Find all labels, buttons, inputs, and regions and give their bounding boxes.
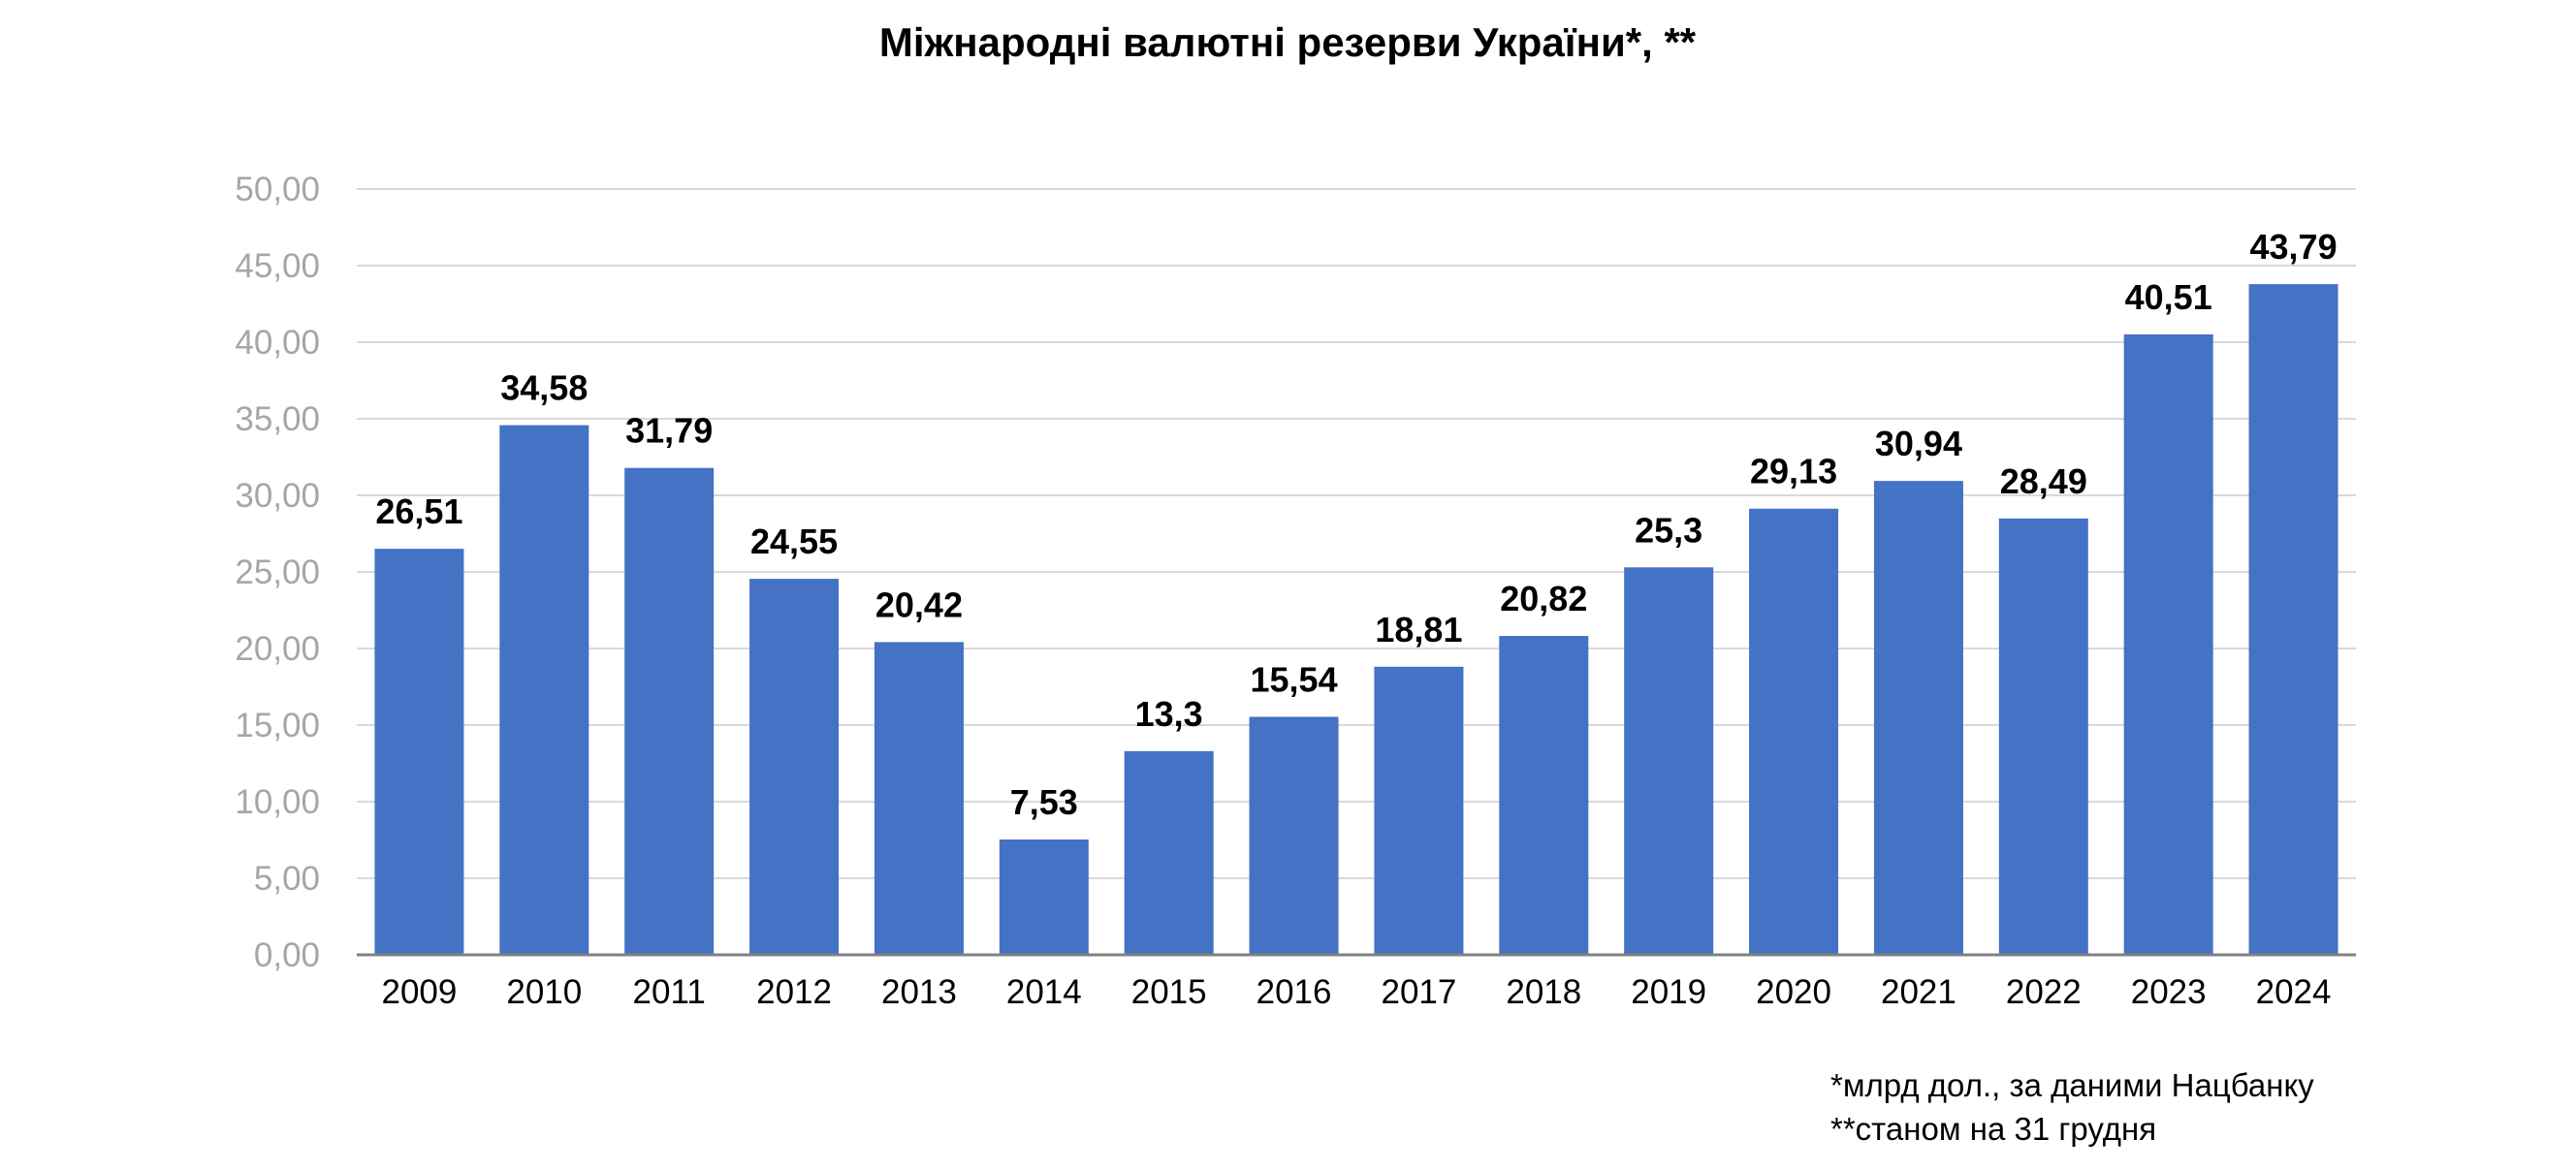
x-tick-label: 2012 — [756, 973, 832, 1011]
data-label-2017: 18,81 — [1375, 610, 1462, 649]
bar-2016 — [1249, 716, 1339, 955]
data-label-2013: 20,42 — [875, 585, 963, 624]
y-tick-label: 0,00 — [254, 936, 320, 974]
y-tick-label: 35,00 — [235, 400, 320, 438]
bar-2023 — [2123, 333, 2213, 955]
y-tick-label: 40,00 — [235, 324, 320, 362]
x-tick-label: 2023 — [2131, 973, 2207, 1011]
bar-2015 — [1124, 750, 1214, 955]
x-tick-label: 2019 — [1631, 973, 1706, 1011]
data-labels: 26,51 34,58 31,79 24,55 20,42 7,53 13,3 15,54 18… — [375, 227, 2337, 822]
data-label-2020: 29,13 — [1750, 452, 1837, 491]
bar-2017 — [1374, 666, 1464, 955]
x-tick-label: 2017 — [1382, 973, 1457, 1011]
x-tick-label: 2016 — [1256, 973, 1332, 1011]
y-tick-label: 30,00 — [235, 477, 320, 515]
y-tick-label: 50,00 — [235, 171, 320, 208]
data-label-2022: 28,49 — [2000, 461, 2087, 501]
x-tick-label: 2013 — [881, 973, 957, 1011]
y-tick-label: 20,00 — [235, 630, 320, 668]
y-tick-label: 25,00 — [235, 554, 320, 591]
chart-title: Міжнародні валютні резерви України*, ** — [879, 19, 1697, 65]
bar-2021 — [1873, 481, 1963, 955]
x-tick-label: 2015 — [1131, 973, 1207, 1011]
data-label-2018: 20,82 — [1500, 579, 1587, 618]
y-tick-label: 10,00 — [235, 783, 320, 821]
data-label-2023: 40,51 — [2125, 277, 2212, 317]
data-label-2011: 31,79 — [625, 411, 713, 451]
bar-2012 — [749, 579, 840, 955]
x-tick-label: 2011 — [633, 973, 706, 1011]
x-tick-label: 2014 — [1006, 973, 1082, 1011]
x-tick-label: 2020 — [1756, 973, 1831, 1011]
bar-2020 — [1749, 508, 1839, 955]
x-tick-label: 2021 — [1881, 973, 1956, 1011]
data-label-2016: 15,54 — [1251, 659, 1338, 699]
bar-2018 — [1499, 636, 1589, 955]
x-axis-ticks: 2009 2010 2011 2012 2013 2014 2015 2016 2017 2018… — [382, 973, 2332, 1011]
bar-2024 — [2248, 284, 2338, 955]
data-label-2021: 30,94 — [1875, 424, 1962, 463]
bar-2010 — [499, 425, 589, 955]
bar-2022 — [1998, 518, 2088, 955]
y-tick-label: 45,00 — [235, 247, 320, 285]
y-tick-label: 5,00 — [254, 860, 320, 898]
bar-2011 — [624, 467, 715, 955]
bar-2009 — [374, 549, 464, 955]
x-tick-label: 2009 — [382, 973, 458, 1011]
data-label-2019: 25,3 — [1635, 510, 1702, 550]
x-tick-label: 2010 — [506, 973, 582, 1011]
x-tick-label: 2022 — [2006, 973, 2082, 1011]
data-label-2009: 26,51 — [375, 491, 462, 531]
data-label-2024: 43,79 — [2250, 227, 2337, 267]
bar-2013 — [874, 642, 964, 955]
footnote-date: **станом на 31 грудня — [1830, 1111, 2156, 1147]
bar-2014 — [999, 839, 1089, 955]
x-tick-label: 2018 — [1506, 973, 1581, 1011]
data-label-2012: 24,55 — [750, 522, 838, 561]
footnote-units: *млрд дол., за даними Нацбанку — [1830, 1067, 2314, 1103]
y-axis-ticks: 0,00 5,00 10,00 15,00 20,00 25,00 30,00 35,00 40… — [235, 171, 320, 974]
y-tick-label: 15,00 — [235, 707, 320, 744]
bars — [374, 284, 2338, 955]
data-label-2010: 34,58 — [500, 368, 588, 408]
bar-2019 — [1624, 567, 1714, 955]
data-label-2014: 7,53 — [1010, 782, 1078, 822]
data-label-2015: 13,3 — [1135, 694, 1203, 734]
x-tick-label: 2024 — [2256, 973, 2332, 1011]
